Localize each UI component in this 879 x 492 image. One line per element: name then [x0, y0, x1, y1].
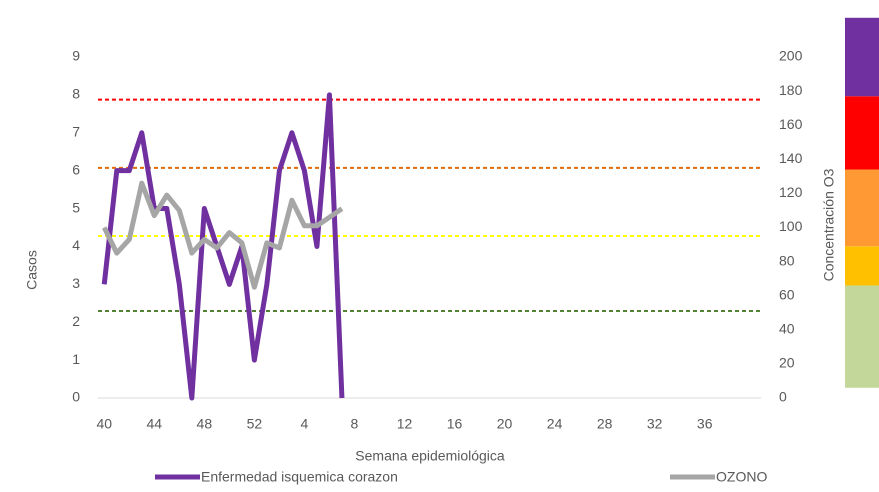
y-tick-label: 3	[72, 275, 80, 291]
y2-tick-label: 160	[779, 116, 803, 132]
x-tick-label: 20	[497, 416, 513, 432]
x-tick-label: 28	[597, 416, 613, 432]
x-tick-label: 12	[397, 416, 413, 432]
x-tick-label: 32	[647, 416, 663, 432]
color-band	[845, 96, 879, 170]
series-line	[101, 92, 345, 401]
color-band	[845, 285, 879, 388]
y2-axis-title: Concentración O3	[821, 168, 837, 281]
y-tick-label: 6	[72, 161, 80, 177]
color-band	[845, 17, 879, 97]
y2-tick-label: 100	[779, 218, 803, 234]
x-tick-label: 36	[697, 416, 713, 432]
x-tick-label: 52	[247, 416, 263, 432]
color-band	[845, 169, 879, 247]
y-tick-label: 2	[72, 313, 80, 329]
y2-tick-label: 80	[779, 252, 795, 268]
x-tick-label: 44	[147, 416, 163, 432]
y2-tick-label: 120	[779, 184, 803, 200]
x-tick-label: 40	[96, 416, 112, 432]
x-tick-label: 48	[197, 416, 213, 432]
y-tick-label: 7	[72, 123, 80, 139]
series-line	[102, 180, 344, 290]
y2-tick-label: 0	[779, 389, 787, 405]
x-tick-label: 4	[301, 416, 309, 432]
color-band	[845, 246, 879, 286]
y2-tick-label: 40	[779, 321, 795, 337]
y-tick-label: 8	[72, 86, 80, 102]
y-axis-title: Casos	[24, 250, 40, 290]
y-tick-label: 1	[72, 351, 80, 367]
x-tick-label: 24	[547, 416, 563, 432]
legend-label: OZONO	[716, 469, 767, 485]
y2-tick-label: 200	[779, 48, 803, 64]
x-tick-label: 16	[447, 416, 463, 432]
y-tick-label: 9	[72, 48, 80, 64]
legend-label: Enfermedad isquemica corazon	[201, 469, 398, 485]
y-tick-label: 5	[72, 199, 80, 215]
y2-tick-label: 180	[779, 82, 803, 98]
y-tick-label: 4	[72, 237, 80, 253]
y-tick-label: 0	[72, 389, 80, 405]
x-tick-label: 8	[351, 416, 359, 432]
y2-tick-label: 20	[779, 355, 795, 371]
x-axis-title: Semana epidemiológica	[355, 448, 505, 464]
y2-tick-label: 60	[779, 286, 795, 302]
y2-tick-label: 140	[779, 150, 803, 166]
